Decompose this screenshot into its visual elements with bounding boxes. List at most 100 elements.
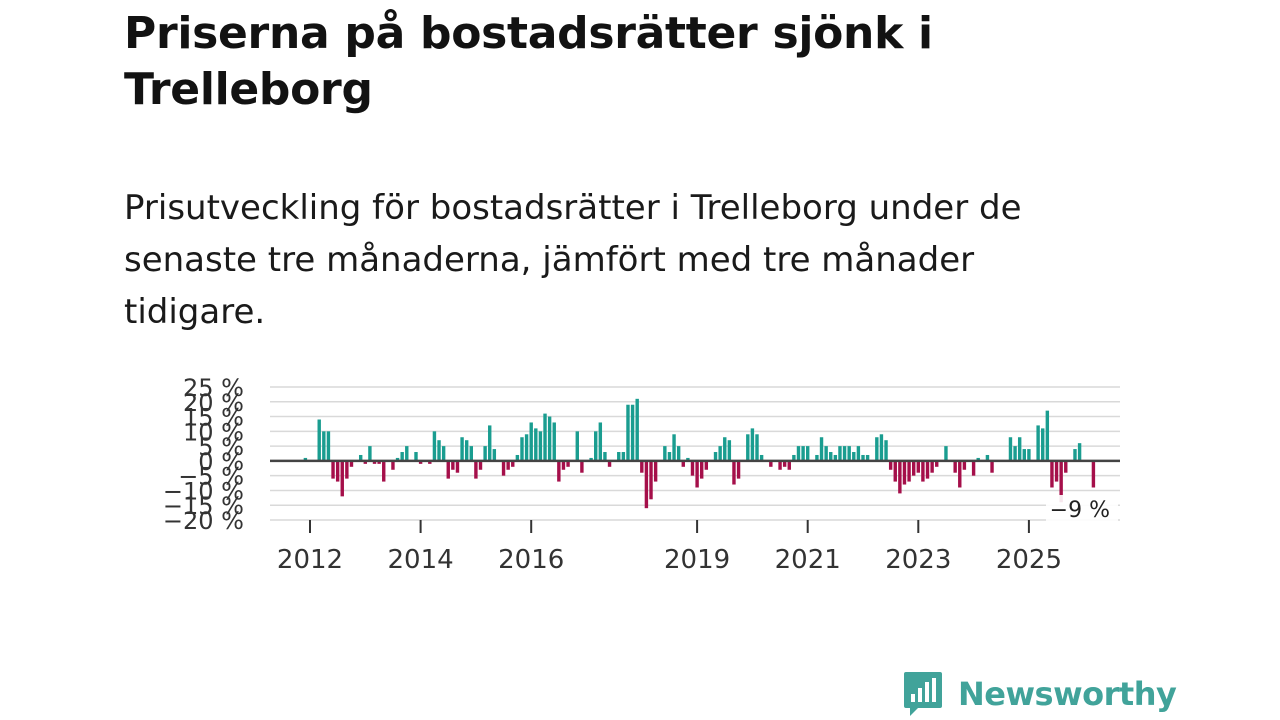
bar <box>713 452 718 461</box>
bar <box>1050 460 1054 488</box>
bar <box>538 431 543 461</box>
bar <box>815 454 819 461</box>
bar <box>907 460 911 482</box>
bar <box>326 431 331 461</box>
chart-subtitle: Prisutveckling för bostadsrätter i Trell… <box>124 188 1022 332</box>
bar <box>621 452 626 461</box>
bar <box>561 460 566 470</box>
bar <box>704 460 709 470</box>
y-tick-label: 0 % <box>198 448 244 476</box>
bar <box>303 457 308 461</box>
bar <box>829 452 833 461</box>
bar <box>377 460 381 464</box>
bar <box>962 460 967 470</box>
bar <box>893 460 897 482</box>
bar <box>787 460 791 470</box>
bar <box>446 460 450 479</box>
bar <box>603 452 607 461</box>
bar <box>630 404 635 461</box>
bar <box>921 460 925 482</box>
bar <box>736 460 741 479</box>
bar <box>460 437 464 461</box>
bar <box>649 460 653 500</box>
bar <box>349 460 354 467</box>
bar <box>617 452 621 461</box>
y-tick-label: 20 % <box>183 389 244 417</box>
bar <box>547 416 552 461</box>
bar <box>405 446 409 461</box>
bar <box>1017 437 1022 461</box>
bar <box>594 431 598 461</box>
bar <box>534 428 538 461</box>
bar <box>686 457 690 461</box>
x-tick-label: 2019 <box>664 545 730 575</box>
bar <box>695 460 699 488</box>
bar <box>1036 425 1040 461</box>
last-value-label: −9 % <box>1050 498 1110 523</box>
bar <box>806 446 810 461</box>
grid-lines <box>270 386 1120 521</box>
bar <box>451 460 455 470</box>
bar <box>833 454 838 461</box>
bar <box>1091 460 1096 488</box>
bar <box>626 404 630 461</box>
bar <box>506 460 510 470</box>
bars <box>303 398 1096 509</box>
bar <box>875 437 879 461</box>
bar <box>317 419 321 461</box>
last-value-annotation: −9 % <box>1046 495 1118 523</box>
bar <box>727 440 732 461</box>
bar <box>529 422 533 461</box>
bar <box>345 460 349 479</box>
bar <box>935 460 939 467</box>
bar <box>985 454 990 461</box>
bar <box>382 460 386 482</box>
x-tick-label: 2016 <box>498 545 564 575</box>
newsworthy-wordmark: Newsworthy <box>958 675 1177 713</box>
bar <box>543 413 547 461</box>
bar <box>391 460 395 470</box>
bar <box>663 446 667 461</box>
x-tick-label: 2023 <box>885 545 951 575</box>
bar <box>838 446 842 461</box>
bar <box>953 460 957 473</box>
bar <box>782 460 787 467</box>
bar <box>322 431 326 461</box>
bar <box>750 428 755 461</box>
bar <box>1022 449 1026 461</box>
bar <box>589 457 593 461</box>
y-axis-tick-labels: 25 %20 %15 %10 %5 %0 %−5 %−10 %−15 %−20 … <box>163 374 244 535</box>
bar <box>718 446 722 461</box>
bar <box>331 460 335 479</box>
bar <box>898 460 902 494</box>
bar <box>1013 446 1017 461</box>
bar <box>769 460 773 467</box>
bar <box>1008 437 1013 461</box>
bar <box>746 434 750 461</box>
bar <box>455 460 460 473</box>
bar <box>524 434 529 461</box>
bar <box>879 434 884 461</box>
bar <box>1064 460 1068 473</box>
bar <box>700 460 704 479</box>
bar <box>672 434 676 461</box>
y-tick-label: 10 % <box>183 418 244 446</box>
bar <box>483 446 487 461</box>
y-tick-label: −20 % <box>163 507 244 535</box>
y-tick-label: 5 % <box>198 433 244 461</box>
bar <box>644 460 649 509</box>
bar <box>916 460 921 473</box>
bar <box>856 446 861 461</box>
bar <box>368 446 372 461</box>
newsworthy-logo-icon <box>904 672 942 716</box>
bar <box>971 460 976 476</box>
bar <box>852 452 856 461</box>
bar <box>414 452 418 461</box>
bar <box>1045 410 1050 461</box>
bar <box>801 446 805 461</box>
newsworthy-logo: Newsworthy <box>902 670 1177 718</box>
bar <box>635 398 639 461</box>
bar <box>640 460 644 473</box>
bar <box>511 460 515 467</box>
bar <box>990 460 994 473</box>
